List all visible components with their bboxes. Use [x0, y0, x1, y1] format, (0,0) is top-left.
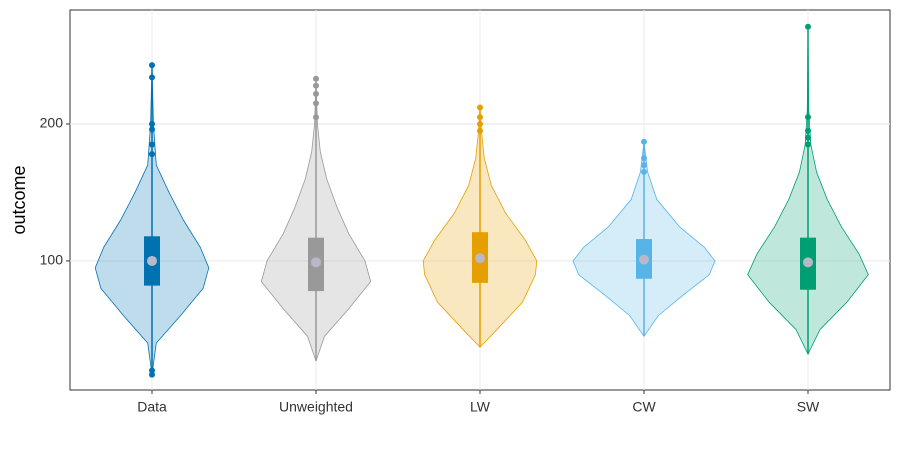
- x-tick-label: Unweighted: [279, 399, 353, 415]
- median-point: [803, 257, 813, 268]
- x-tick-label: Data: [137, 399, 167, 415]
- x-tick-label: LW: [470, 399, 491, 415]
- outlier: [149, 120, 155, 127]
- outlier: [641, 155, 647, 162]
- outlier: [149, 141, 155, 148]
- median-point: [311, 257, 321, 268]
- outlier: [149, 371, 155, 378]
- outlier: [805, 114, 811, 121]
- median-point: [639, 254, 649, 265]
- outlier: [641, 138, 647, 145]
- median-point: [475, 253, 485, 264]
- outlier: [477, 120, 483, 127]
- outlier: [313, 90, 319, 97]
- median-point: [147, 255, 157, 266]
- outlier: [805, 23, 811, 30]
- outlier: [149, 74, 155, 81]
- outlier: [313, 114, 319, 121]
- outlier: [313, 82, 319, 89]
- outlier: [805, 134, 811, 141]
- outlier: [477, 127, 483, 134]
- y-axis-label: outcome: [9, 165, 29, 234]
- y-tick-label: 200: [40, 115, 64, 131]
- outlier: [313, 75, 319, 82]
- outlier: [149, 62, 155, 69]
- outlier: [805, 141, 811, 148]
- x-tick-label: CW: [632, 399, 656, 415]
- outlier: [477, 104, 483, 111]
- outlier: [149, 367, 155, 374]
- outlier: [641, 162, 647, 169]
- outlier: [805, 127, 811, 134]
- outlier: [641, 168, 647, 175]
- y-tick-label: 100: [40, 252, 64, 268]
- outlier: [149, 151, 155, 158]
- outlier: [313, 100, 319, 107]
- x-tick-label: SW: [797, 399, 820, 415]
- outlier: [149, 126, 155, 133]
- outlier: [477, 114, 483, 121]
